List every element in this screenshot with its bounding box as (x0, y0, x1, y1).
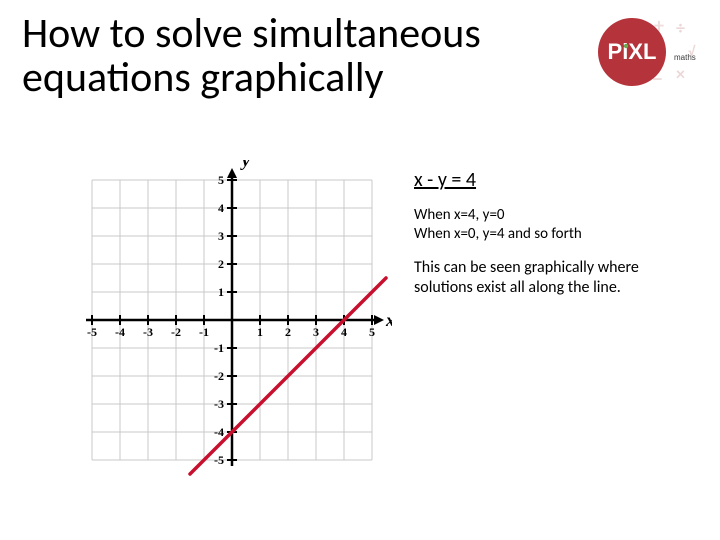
y-tick-label: 4 (218, 201, 224, 215)
y-tick-label: 5 (218, 173, 224, 187)
x-tick-label: -5 (87, 325, 97, 339)
y-tick-label: 3 (218, 229, 224, 243)
x-tick-label: 3 (313, 325, 319, 339)
explanation-block: x - y = 4 When x=4, y=0 When x=0, y=4 an… (414, 168, 674, 298)
pixl-logo: + ÷ − × √ PiXL maths (588, 16, 698, 88)
y-tick-label: -1 (214, 341, 224, 355)
x-axis-label: x (385, 310, 392, 330)
explanation-paragraph: This can be seen graphically where solut… (414, 258, 674, 298)
example-line-2: When x=0, y=4 and so forth (414, 225, 582, 243)
y-tick-label: -3 (214, 397, 224, 411)
x-tick-label: 1 (257, 325, 263, 339)
logo-subtext: maths (674, 53, 696, 62)
x-tick-label: 5 (369, 325, 375, 339)
coordinate-graph: -5 -4 -3 -2 -1 1 2 3 4 5 -5 -4 -3 -2 -1 1 2 3 4 5 y x (72, 160, 392, 480)
logo-dot-icon (624, 44, 628, 48)
logo-text: PiXL (608, 39, 657, 64)
x-tick-label: 2 (285, 325, 291, 339)
page-title: How to solve simultaneous equations grap… (22, 12, 562, 100)
x-tick-label: -1 (199, 325, 209, 339)
x-tick-label: -4 (115, 325, 125, 339)
svg-text:×: × (676, 63, 685, 85)
svg-text:÷: ÷ (676, 17, 685, 39)
y-tick-label: 2 (218, 257, 224, 271)
y-tick-label: -5 (214, 453, 224, 467)
x-tick-label: -3 (143, 325, 153, 339)
example-line-1: When x=4, y=0 (414, 206, 505, 224)
y-tick-label: -4 (214, 425, 224, 439)
x-tick-label: 4 (341, 325, 347, 339)
x-tick-label: -2 (171, 325, 181, 339)
y-tick-label: -2 (214, 369, 224, 383)
y-axis-label: y (240, 160, 251, 170)
y-tick-label: 1 (218, 285, 224, 299)
examples-text: When x=4, y=0 When x=0, y=4 and so forth (414, 206, 674, 244)
equation-text: x - y = 4 (414, 168, 674, 192)
